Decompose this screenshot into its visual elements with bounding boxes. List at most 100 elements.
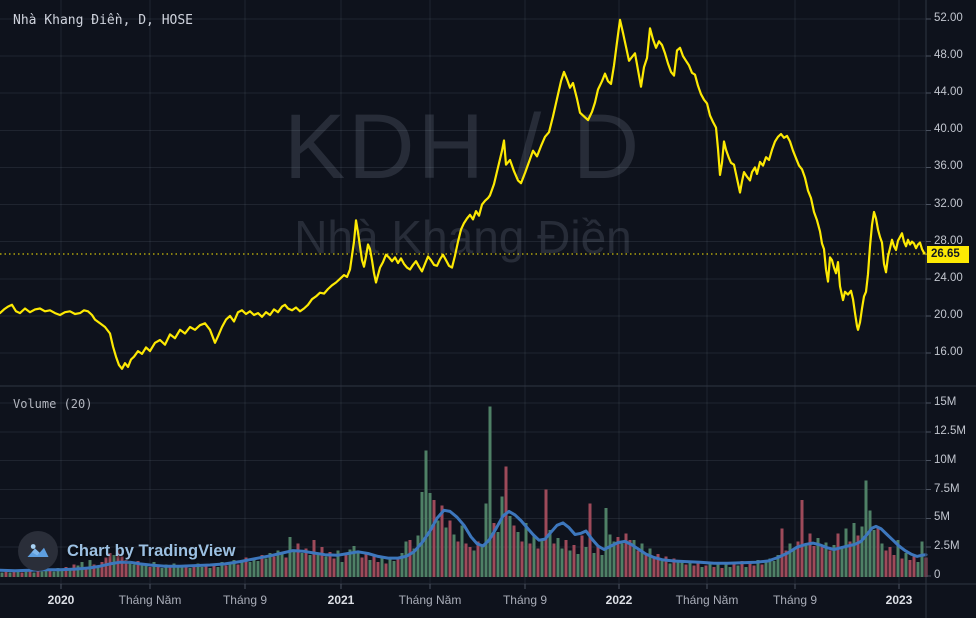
- volume-bar: [368, 559, 372, 577]
- volume-bar: [692, 565, 696, 577]
- volume-bar: [412, 548, 416, 577]
- volume-bar: [892, 555, 896, 577]
- time-tick-label: Tháng Năm: [398, 593, 462, 607]
- volume-bar: [752, 565, 756, 577]
- volume-bar: [372, 555, 376, 577]
- volume-bar: [284, 557, 288, 577]
- symbol-title-legend[interactable]: Nhà Khang Điền, D, HOSE: [13, 13, 194, 28]
- volume-bar: [140, 565, 144, 577]
- volume-bar: [112, 555, 116, 577]
- volume-bar: [196, 563, 200, 577]
- volume-bar: [240, 561, 244, 577]
- volume-bar: [840, 548, 844, 577]
- volume-bar: [528, 543, 532, 577]
- price-axis[interactable]: 52.00 48.00 44.00 40.00 36.00 32.00 28.00 24.00…: [926, 0, 976, 584]
- volume-bar: [824, 542, 828, 577]
- volume-bar: [180, 566, 184, 577]
- volume-bar: [660, 561, 664, 577]
- volume-bar: [720, 567, 724, 577]
- volume-bar: [600, 555, 604, 577]
- volume-bar: [276, 550, 280, 577]
- volume-bar: [544, 489, 548, 577]
- volume-bar: [848, 541, 852, 577]
- volume-bar: [852, 522, 856, 577]
- volume-bar: [628, 540, 632, 577]
- volume-bar: [708, 562, 712, 577]
- volume-bar: [540, 540, 544, 577]
- volume-bar: [92, 564, 96, 577]
- volume-bar: [244, 557, 248, 577]
- tradingview-logo[interactable]: Chart by TradingView: [18, 531, 235, 571]
- volume-bar: [332, 558, 336, 577]
- volume-bar: [700, 566, 704, 577]
- volume-bar: [644, 555, 648, 577]
- volume-bar: [620, 543, 624, 577]
- volume-bar: [468, 547, 472, 577]
- volume-bar: [300, 552, 304, 577]
- volume-bar: [224, 565, 228, 577]
- volume-bar: [764, 562, 768, 577]
- volume-bar: [904, 552, 908, 577]
- volume-bar: [496, 532, 500, 577]
- price-tick-label: 28.00: [934, 234, 963, 247]
- volume-bar: [916, 562, 920, 577]
- volume-bar: [744, 566, 748, 577]
- volume-bar: [556, 537, 560, 577]
- volume-tick-label: 12.5M: [934, 424, 966, 437]
- volume-bar: [592, 552, 596, 577]
- volume-bar: [388, 558, 392, 577]
- volume-bar: [308, 555, 312, 577]
- volume-bar: [672, 558, 676, 577]
- volume-bar: [568, 550, 572, 577]
- volume-bar: [588, 503, 592, 577]
- volume-bar: [408, 540, 412, 577]
- volume-bar: [104, 557, 108, 577]
- volume-bar: [576, 554, 580, 577]
- volume-bar: [868, 510, 872, 577]
- price-tick-label: 16.00: [934, 346, 963, 358]
- time-tick-label: Tháng 9: [772, 593, 818, 607]
- volume-bar: [348, 549, 352, 577]
- volume-bar: [364, 551, 368, 577]
- volume-bar: [160, 567, 164, 577]
- volume-bar: [428, 492, 432, 577]
- volume-bar: [204, 564, 208, 577]
- volume-bar: [420, 491, 424, 577]
- last-price-label[interactable]: 26.65: [927, 245, 969, 263]
- time-tick-label: 2021: [327, 593, 355, 607]
- volume-bar: [872, 529, 876, 577]
- volume-bar: [500, 496, 504, 577]
- time-axis[interactable]: 2020 Tháng Năm Tháng 9 2021 Tháng Năm Tháng 9…: [0, 584, 976, 618]
- volume-bar: [792, 548, 796, 577]
- volume-bar: [560, 548, 564, 577]
- volume-ma-line: [0, 508, 928, 573]
- volume-bar: [716, 564, 720, 577]
- volume-bar: [272, 556, 276, 577]
- volume-tick-label: 2.5M: [934, 540, 960, 553]
- price-tick-label: 36.00: [934, 160, 963, 173]
- volume-bar: [712, 566, 716, 577]
- volume-bar: [164, 564, 168, 577]
- volume-tick-label: 5M: [934, 511, 950, 524]
- volume-bar: [48, 570, 52, 577]
- volume-bar: [436, 520, 440, 577]
- volume-bar: [264, 558, 268, 577]
- volume-bar: [316, 552, 320, 577]
- volume-bar: [344, 554, 348, 577]
- volume-bar: [120, 556, 124, 577]
- volume-bar: [440, 505, 444, 577]
- volume-bar: [40, 571, 44, 577]
- volume-bar: [64, 566, 68, 577]
- volume-bar: [4, 571, 8, 577]
- time-tick-label: Tháng 9: [222, 593, 268, 607]
- volume-bar: [144, 563, 148, 577]
- price-tick-label: 40.00: [934, 123, 963, 136]
- volume-indicator-legend[interactable]: Volume (20): [13, 397, 93, 411]
- volume-bar: [900, 558, 904, 577]
- volume-bar: [804, 543, 808, 577]
- volume-bar: [464, 543, 468, 577]
- volume-bar: [268, 552, 272, 577]
- volume-bar: [260, 555, 264, 577]
- volume-bar: [740, 561, 744, 577]
